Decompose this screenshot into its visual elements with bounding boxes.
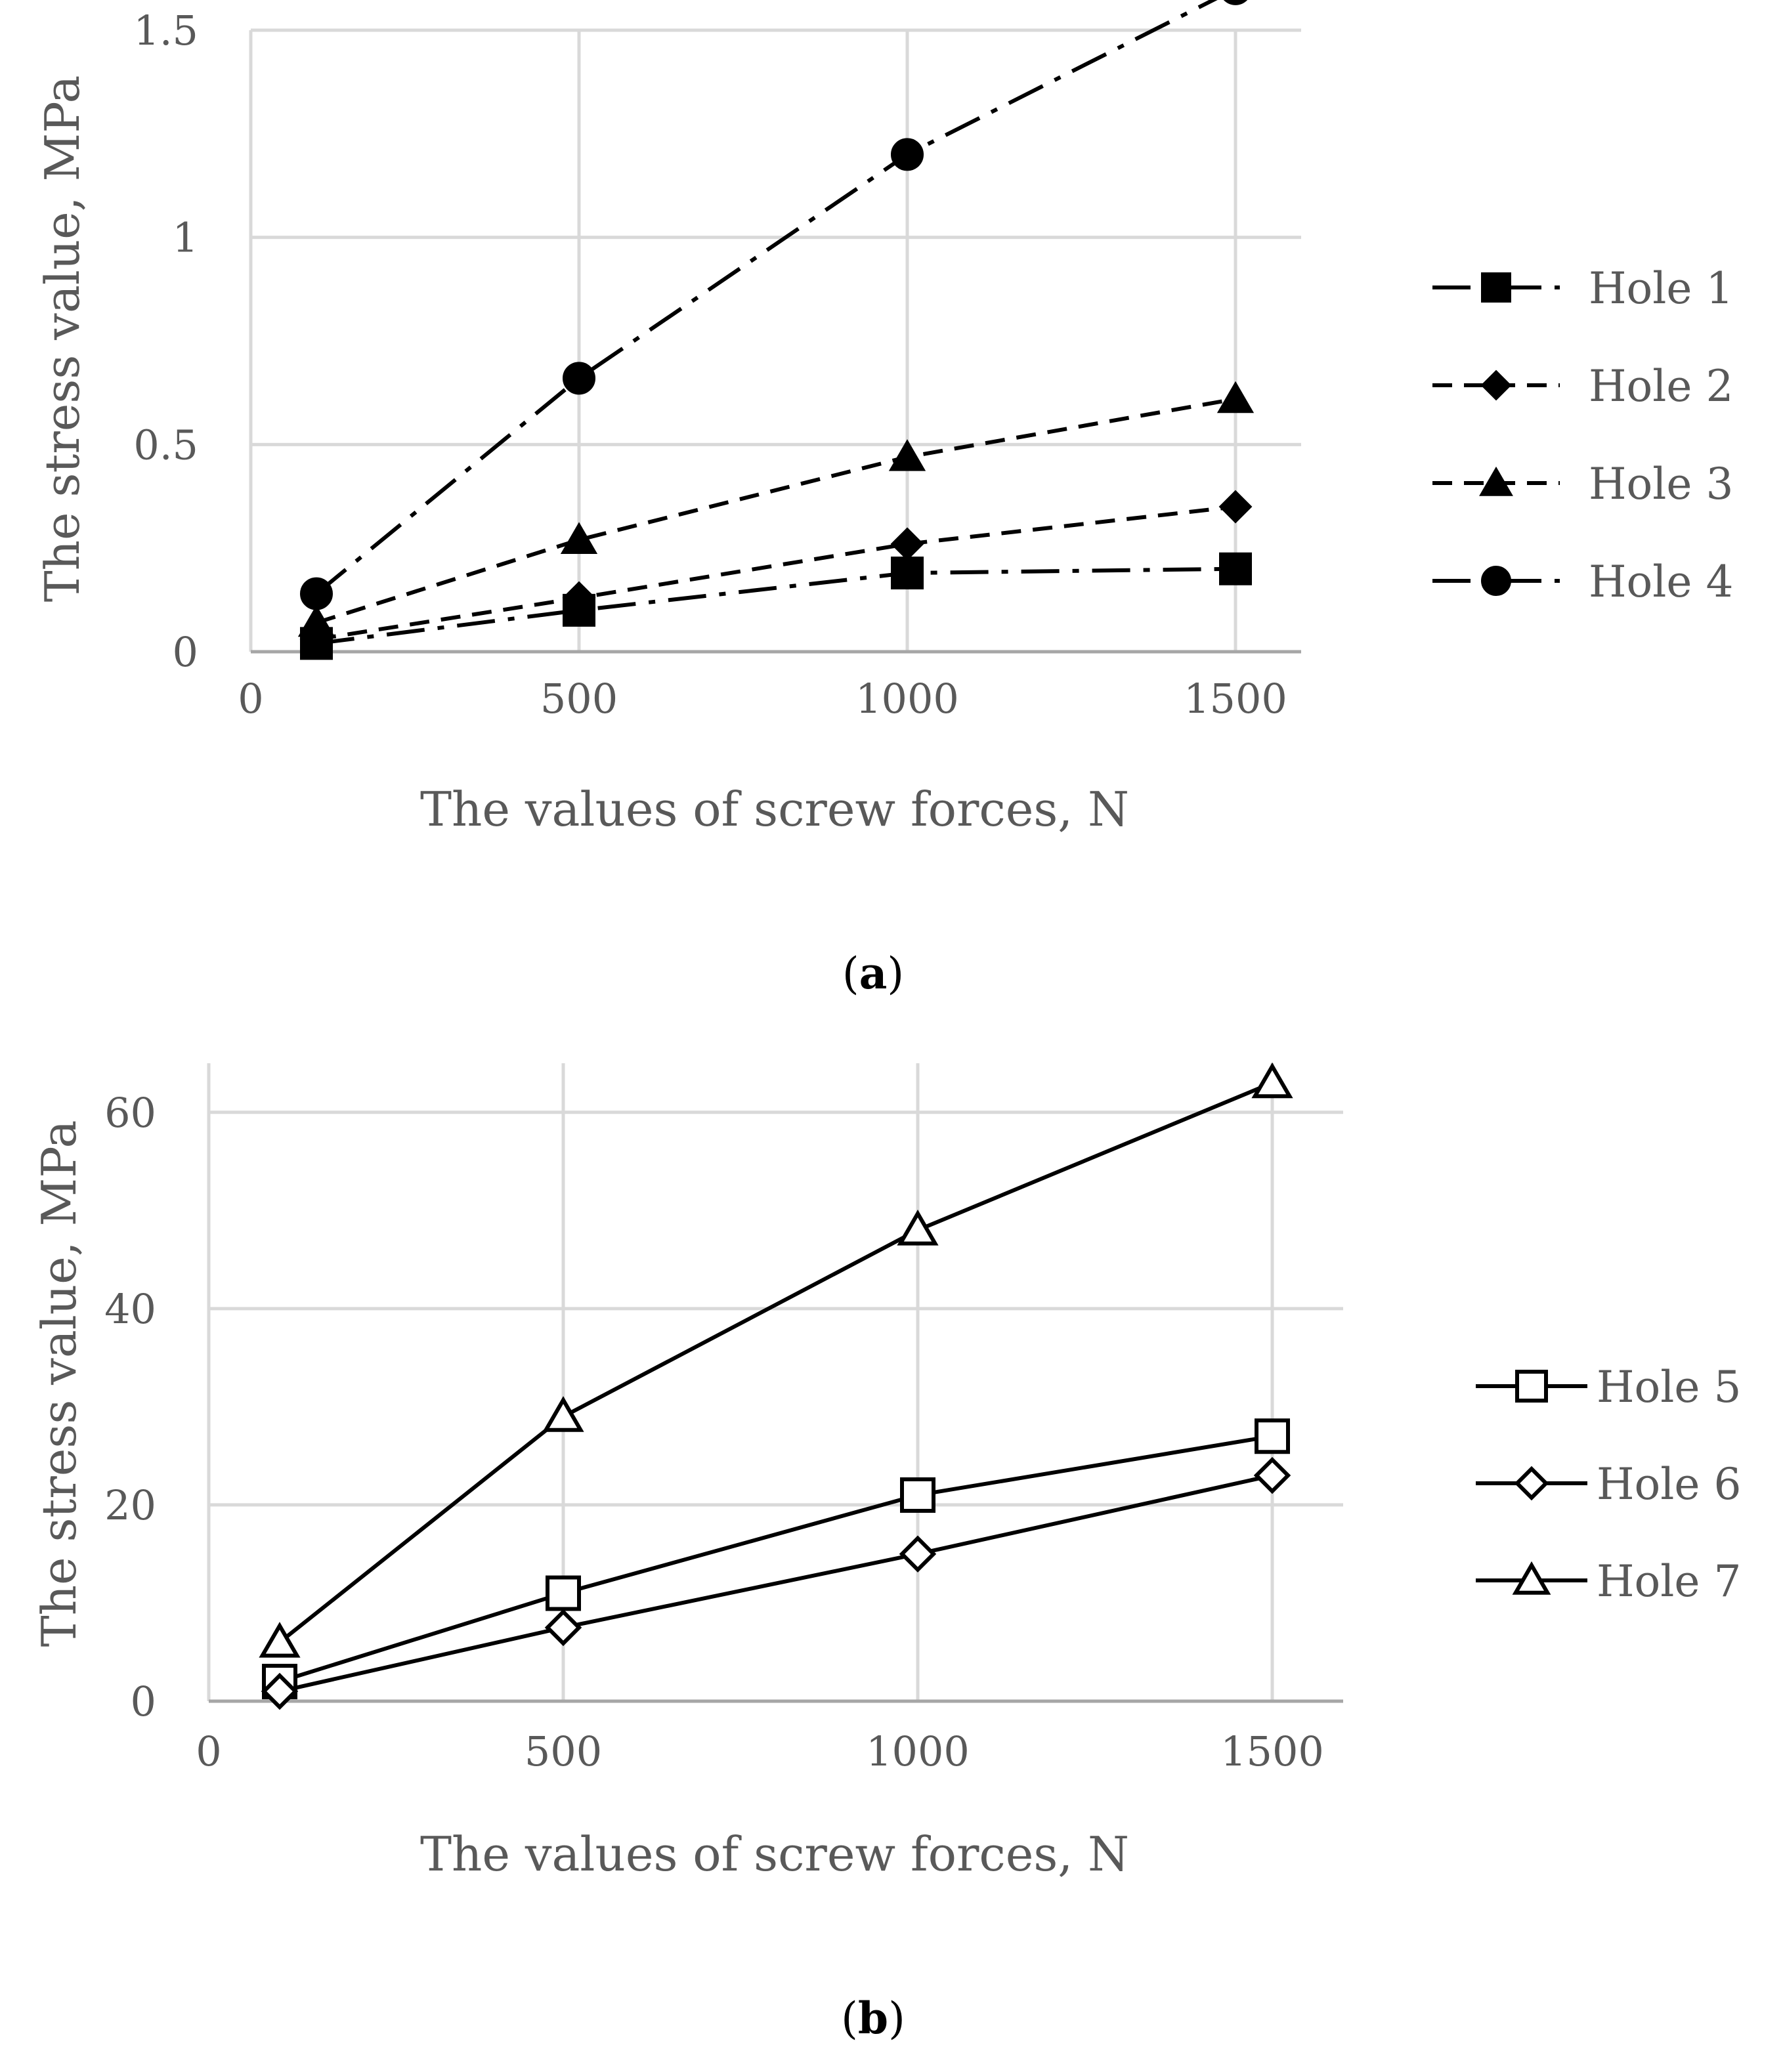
series-b <box>259 1062 1293 1710</box>
data-point-hole-7 <box>259 1622 301 1658</box>
axes-a <box>249 30 1301 654</box>
data-point-hole-4 <box>563 362 595 395</box>
legend-label: Hole 2 <box>1589 361 1733 412</box>
series-a <box>297 0 1255 660</box>
data-point-hole-3 <box>1216 381 1255 413</box>
data-point-hole-5 <box>546 1575 581 1611</box>
series-line-hole-6 <box>279 1473 1273 1693</box>
series-line-hole-1 <box>316 566 1236 646</box>
legend-label: Hole 6 <box>1597 1459 1741 1510</box>
y-tick-label: 0 <box>131 1678 156 1725</box>
data-point-hole-3 <box>297 604 335 637</box>
data-point-hole-3 <box>560 522 598 554</box>
series-line-hole-2 <box>316 505 1236 642</box>
chart-panel-a: 0 500 1000 1500 0 0.5 1 1.5 The values of screw… <box>35 0 1733 999</box>
panel-caption-a: (a) <box>842 948 904 999</box>
y-tick-label: 20 <box>104 1481 156 1529</box>
data-point-hole-7 <box>542 1396 584 1432</box>
data-point-hole-6 <box>899 1535 937 1573</box>
y-tick-label: 60 <box>104 1089 156 1137</box>
x-tick-label: 500 <box>540 675 618 723</box>
data-point-hole-2 <box>1218 490 1253 524</box>
ticks-b: 0 500 1000 1500 0 20 40 60 <box>104 1089 1324 1775</box>
series-line-hole-5 <box>279 1434 1273 1683</box>
legend-marker <box>1479 466 1513 496</box>
legend-label: Hole 5 <box>1597 1362 1741 1412</box>
legend-marker <box>1481 566 1511 596</box>
ticks-a: 0 500 1000 1500 0 0.5 1 1.5 <box>133 7 1287 723</box>
x-tick-label: 500 <box>525 1727 602 1775</box>
x-tick-label: 0 <box>196 1727 221 1775</box>
x-tick-label: 1000 <box>855 675 959 723</box>
x-axis-label-a: The values of screw forces, N <box>420 782 1129 837</box>
y-tick-label: 0 <box>173 628 198 676</box>
legend-marker <box>1481 272 1511 303</box>
legend-label: Hole 1 <box>1589 263 1733 314</box>
data-point-hole-6 <box>1253 1456 1291 1494</box>
data-point-hole-4 <box>300 577 333 610</box>
legend-label: Hole 4 <box>1589 557 1733 607</box>
legend-marker <box>1512 1561 1551 1595</box>
x-tick-label: 1000 <box>866 1727 970 1775</box>
data-point-hole-3 <box>888 439 926 471</box>
data-point-hole-1 <box>1219 552 1252 585</box>
grid-b <box>209 1063 1343 1701</box>
axes-b <box>207 1063 1343 1703</box>
panel-label-b: b <box>858 1993 888 2044</box>
x-tick-label: 0 <box>238 675 263 723</box>
series-line-hole-4 <box>315 0 1218 595</box>
y-tick-label: 1.5 <box>133 7 198 54</box>
x-tick-label: 1500 <box>1184 675 1287 723</box>
x-tick-label: 1500 <box>1220 1727 1324 1775</box>
legend-marker <box>1515 1370 1548 1403</box>
data-point-hole-7 <box>1251 1062 1293 1099</box>
grid-a <box>251 28 1301 652</box>
y-axis-label-b: The stress value, MPa <box>32 1120 87 1647</box>
legend-label: Hole 7 <box>1597 1556 1741 1607</box>
y-axis-label-a: The stress value, MPa <box>35 75 90 603</box>
panel-label-a: a <box>859 948 888 999</box>
legend-b: Hole 5 Hole 6 Hole 7 <box>1476 1362 1741 1607</box>
data-point-hole-4 <box>891 138 924 171</box>
legend-marker <box>1514 1466 1549 1501</box>
data-point-hole-7 <box>897 1210 939 1246</box>
data-point-hole-5 <box>1255 1418 1290 1454</box>
legend-a: Hole 1 Hole 2 Hole 3 Hole 4 <box>1432 263 1733 607</box>
chart-panel-b: 0 500 1000 1500 0 20 40 60 The values of screw … <box>32 1062 1741 2044</box>
y-tick-label: 1 <box>173 214 198 262</box>
data-point-hole-2 <box>890 527 924 561</box>
legend-label: Hole 3 <box>1589 459 1733 509</box>
data-point-hole-5 <box>900 1477 935 1513</box>
x-axis-label-b: The values of screw forces, N <box>420 1827 1129 1882</box>
data-point-hole-1 <box>891 557 924 590</box>
data-point-hole-6 <box>544 1609 582 1647</box>
y-tick-label: 40 <box>104 1285 156 1333</box>
series-line-hole-3 <box>316 396 1236 625</box>
legend-marker <box>1480 370 1512 401</box>
data-point-hole-4 <box>1223 0 1248 5</box>
y-tick-label: 0.5 <box>133 421 198 469</box>
series-line-hole-7 <box>278 1081 1274 1644</box>
panel-caption-b: (b) <box>841 1993 905 2044</box>
data-point-hole-2 <box>562 581 596 615</box>
data-point-hole-6 <box>261 1672 299 1710</box>
